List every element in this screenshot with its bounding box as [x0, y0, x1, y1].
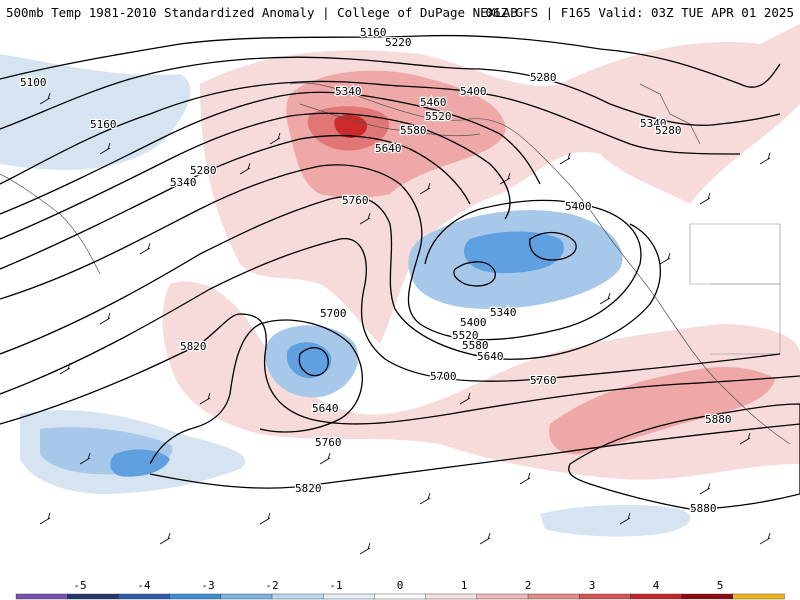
colorbar-segment: [271, 593, 324, 600]
contour-label: 5340: [335, 85, 362, 98]
colorbar-tick-label: 4: [653, 579, 660, 592]
colorbar-tick-label: 5: [717, 579, 724, 592]
contour-label: 5400: [460, 85, 487, 98]
map-title: 500mb Temp 1981-2010 Standardized Anomal…: [6, 5, 518, 20]
colorbar-tick-label: -3: [201, 579, 214, 592]
contour-label: 5160: [90, 118, 117, 131]
colorbar-segment: [66, 593, 120, 600]
cool-anomaly-core: [286, 342, 332, 379]
header-bar: 500mb Temp 1981-2010 Standardized Anomal…: [0, 0, 800, 24]
colorbar-segment: [220, 593, 273, 600]
contour-label: 5580: [400, 124, 427, 137]
contour-label: 5820: [180, 340, 207, 353]
model-valid-time: 06Z GFS | F165 Valid: 03Z TUE APR 01 202…: [485, 5, 794, 20]
colorbar-tick-label: -4: [137, 579, 151, 592]
anomaly-colorbar: -5 -4 -3 -2 -1 0 1 2 3 4 5: [15, 579, 785, 600]
contour-label: 5280: [655, 124, 682, 137]
contour-label: 5640: [375, 142, 402, 155]
colorbar-tick-label: 0: [397, 579, 404, 592]
anomaly-shading: [0, 24, 800, 537]
cool-anomaly-core: [464, 231, 564, 274]
colorbar-tick-label: -5: [73, 579, 86, 592]
contour-label: 5640: [312, 402, 339, 415]
contour-label: 5520: [452, 329, 479, 342]
colorbar-segment: [527, 593, 580, 600]
colorbar-tick-label: 1: [461, 579, 468, 592]
contour-label: 5280: [190, 164, 217, 177]
contour-label: 5520: [425, 110, 452, 123]
colorbar-segment: [476, 593, 529, 600]
colorbar-segment: [374, 593, 427, 600]
contour-label: 5760: [315, 436, 342, 449]
contour-label: 5340: [640, 117, 667, 130]
colorbar-tick-label: 3: [589, 579, 596, 592]
contour-label: 5880: [705, 413, 732, 426]
cool-anomaly-area: [540, 504, 691, 537]
contour-label: 5100: [20, 76, 47, 89]
contour-label: 5400: [460, 316, 487, 329]
contour-label: 5580: [462, 339, 489, 352]
colorbar-tick-label: 2: [525, 579, 532, 592]
contour-label: 5760: [342, 194, 369, 207]
colorbar-segment: [732, 593, 785, 600]
colorbar-segment: [425, 593, 478, 600]
contour-label: 5340: [170, 176, 197, 189]
contour-label: 5340: [490, 306, 517, 319]
contour-label: 5760: [530, 374, 557, 387]
warm-anomaly-core: [286, 70, 506, 198]
contour-label: 5400: [565, 200, 592, 213]
contour-labels: 5100516051605220528053405340528053405400…: [19, 25, 733, 517]
contour-label: 5700: [430, 370, 457, 383]
colorbar-segment: [15, 593, 68, 600]
colorbar-tick-label: -2: [265, 579, 278, 592]
wind-barbs: [39, 92, 771, 555]
colorbar-segment: [681, 593, 734, 600]
contour-label: 5880: [690, 502, 717, 515]
contour-label: 5280: [530, 71, 557, 84]
contour-label: 5460: [420, 96, 447, 109]
colorbar-segment: [630, 593, 683, 600]
colorbar-tick-label: -1: [329, 579, 342, 592]
contour-label: 5700: [320, 307, 347, 320]
colorbar-segment: [118, 593, 171, 600]
contour-label: 5160: [360, 26, 387, 39]
weather-map[interactable]: 5100516051605220528053405340528053405400…: [0, 24, 800, 576]
warm-anomaly-max: [334, 114, 368, 138]
warm-anomaly-core: [549, 367, 775, 455]
colorbar-segment: [169, 593, 222, 600]
contour-label: 5640: [477, 350, 504, 363]
contour-label: 5220: [385, 36, 412, 49]
colorbar-segment: [323, 593, 376, 600]
contour-label: 5820: [295, 482, 322, 495]
colorbar-segment: [579, 593, 632, 600]
height-contours: [0, 34, 800, 510]
cool-anomaly-area: [0, 54, 191, 170]
